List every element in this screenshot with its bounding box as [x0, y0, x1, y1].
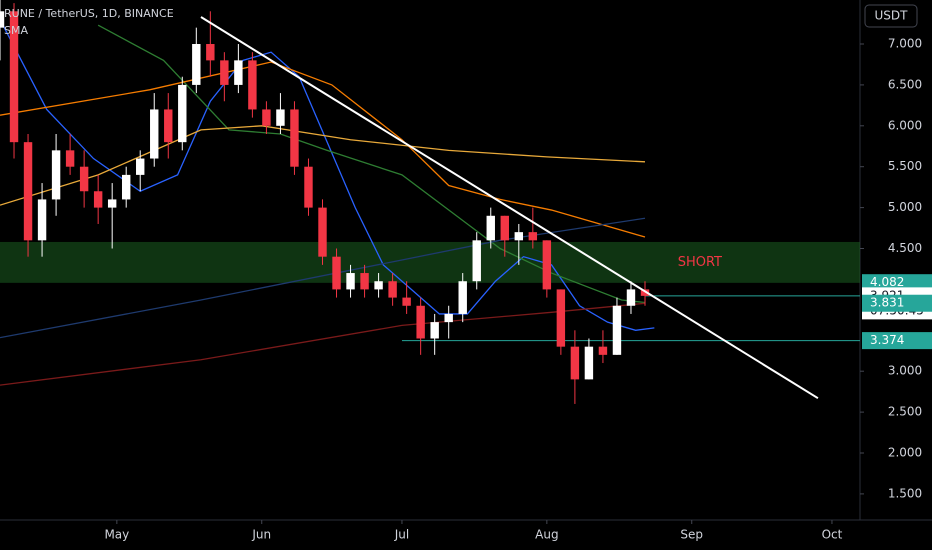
moving-average	[97, 24, 646, 304]
x-tick-label: Sep	[680, 528, 703, 542]
candle-body	[374, 281, 383, 290]
candle-body	[192, 44, 201, 85]
y-tick-label: 6.000	[888, 118, 922, 132]
candle-body	[360, 273, 369, 290]
candle-body	[542, 240, 552, 290]
candle-body	[65, 150, 75, 167]
candle-body	[458, 281, 467, 314]
candle-body	[332, 256, 341, 290]
candle-body	[234, 60, 243, 85]
moving-average	[0, 125, 646, 206]
x-tick-label: Jul	[394, 528, 409, 542]
candle-body	[640, 289, 650, 296]
price-label: 3.831	[870, 296, 904, 310]
candle-body	[584, 346, 594, 380]
y-tick-label: 7.000	[888, 37, 922, 51]
x-tick-label: Aug	[535, 528, 558, 542]
indicator-name: SMA	[4, 24, 28, 37]
candle-body	[416, 305, 425, 339]
currency[interactable]: USDT	[875, 9, 909, 23]
candle-body	[121, 174, 131, 200]
candle-body	[150, 109, 159, 159]
candle-body	[570, 346, 580, 380]
candle-body	[556, 289, 566, 347]
candle-body	[220, 60, 229, 85]
candle-body	[598, 346, 608, 355]
y-tick-label: 2.000	[888, 446, 922, 460]
candle-body	[486, 215, 495, 241]
price-label: 3.374	[870, 333, 904, 347]
candle-body	[276, 109, 285, 126]
price-label-box	[862, 332, 932, 350]
candle-body	[514, 232, 524, 241]
x-tick-label: Jun	[251, 528, 271, 542]
moving-average	[0, 217, 646, 339]
y-tick-label: 2.500	[888, 405, 922, 419]
candle-body	[290, 109, 299, 167]
moving-average	[0, 19, 655, 331]
candle-body	[79, 166, 89, 192]
candle-body	[93, 191, 103, 208]
candle-body	[318, 207, 327, 257]
price-label-box	[862, 274, 932, 292]
candle-body	[248, 60, 257, 110]
candle-body	[262, 109, 271, 126]
y-tick-label: 3.000	[888, 364, 922, 378]
candle-body	[23, 142, 33, 241]
currency-button[interactable]	[864, 4, 918, 28]
x-tick-label: Oct	[822, 528, 843, 542]
chart-title: RUNE / TetherUS, 1D, BINANCE	[4, 7, 174, 20]
price-label: 4.082	[870, 275, 904, 289]
candle-body	[304, 166, 313, 208]
candle-body	[37, 199, 47, 241]
candle-body	[500, 215, 509, 241]
y-tick-label: 6.500	[888, 77, 922, 91]
candle-body	[9, 11, 19, 143]
y-tick-label: 4.500	[888, 241, 922, 255]
candle-body	[528, 232, 538, 241]
candle-body	[346, 273, 355, 290]
y-tick-label: 5.500	[888, 159, 922, 173]
y-tick-label: 5.000	[888, 200, 922, 214]
zone	[0, 241, 860, 283]
moving-average	[0, 302, 646, 386]
moving-average	[0, 61, 646, 238]
candle-body	[164, 109, 173, 143]
y-tick-label: 1.500	[888, 486, 922, 500]
candle-body	[136, 158, 145, 175]
price-label-box	[862, 294, 932, 312]
x-tick-label: May	[104, 528, 129, 542]
candle-body	[178, 84, 187, 143]
candle-body	[472, 240, 481, 282]
candle-body	[51, 150, 61, 200]
candle-body	[402, 297, 411, 306]
candle-body	[612, 305, 622, 355]
candle-body	[206, 44, 215, 61]
candle-body	[430, 322, 439, 339]
candle-body	[0, 11, 5, 28]
plot: SHORT	[0, 0, 860, 404]
candle-body	[107, 199, 117, 208]
trendline	[200, 16, 819, 400]
zone-label: SHORT	[678, 255, 722, 270]
candle-body	[444, 313, 453, 323]
candle-body	[626, 289, 636, 306]
candle-body	[388, 281, 397, 298]
